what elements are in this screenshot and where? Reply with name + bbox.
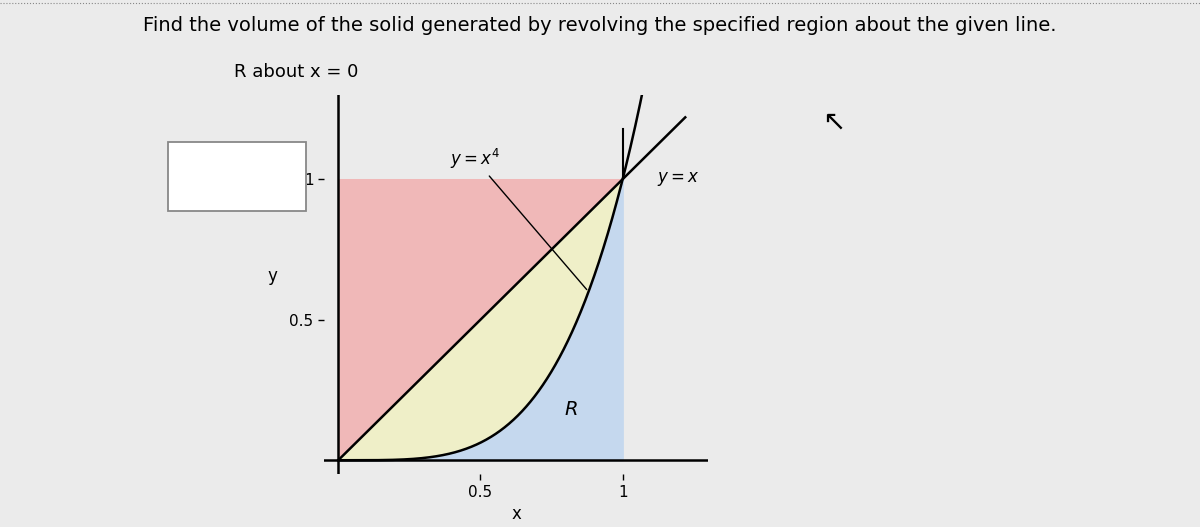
Y-axis label: y: y xyxy=(268,267,277,285)
Text: $y = x^4$: $y = x^4$ xyxy=(450,147,587,289)
Text: Find the volume of the solid generated by revolving the specified region about t: Find the volume of the solid generated b… xyxy=(143,16,1057,35)
Text: ↖: ↖ xyxy=(822,107,846,135)
Text: $y = x$: $y = x$ xyxy=(656,170,700,188)
Text: R: R xyxy=(565,400,578,419)
Text: R about x = 0: R about x = 0 xyxy=(234,63,359,81)
X-axis label: x: x xyxy=(511,505,521,523)
